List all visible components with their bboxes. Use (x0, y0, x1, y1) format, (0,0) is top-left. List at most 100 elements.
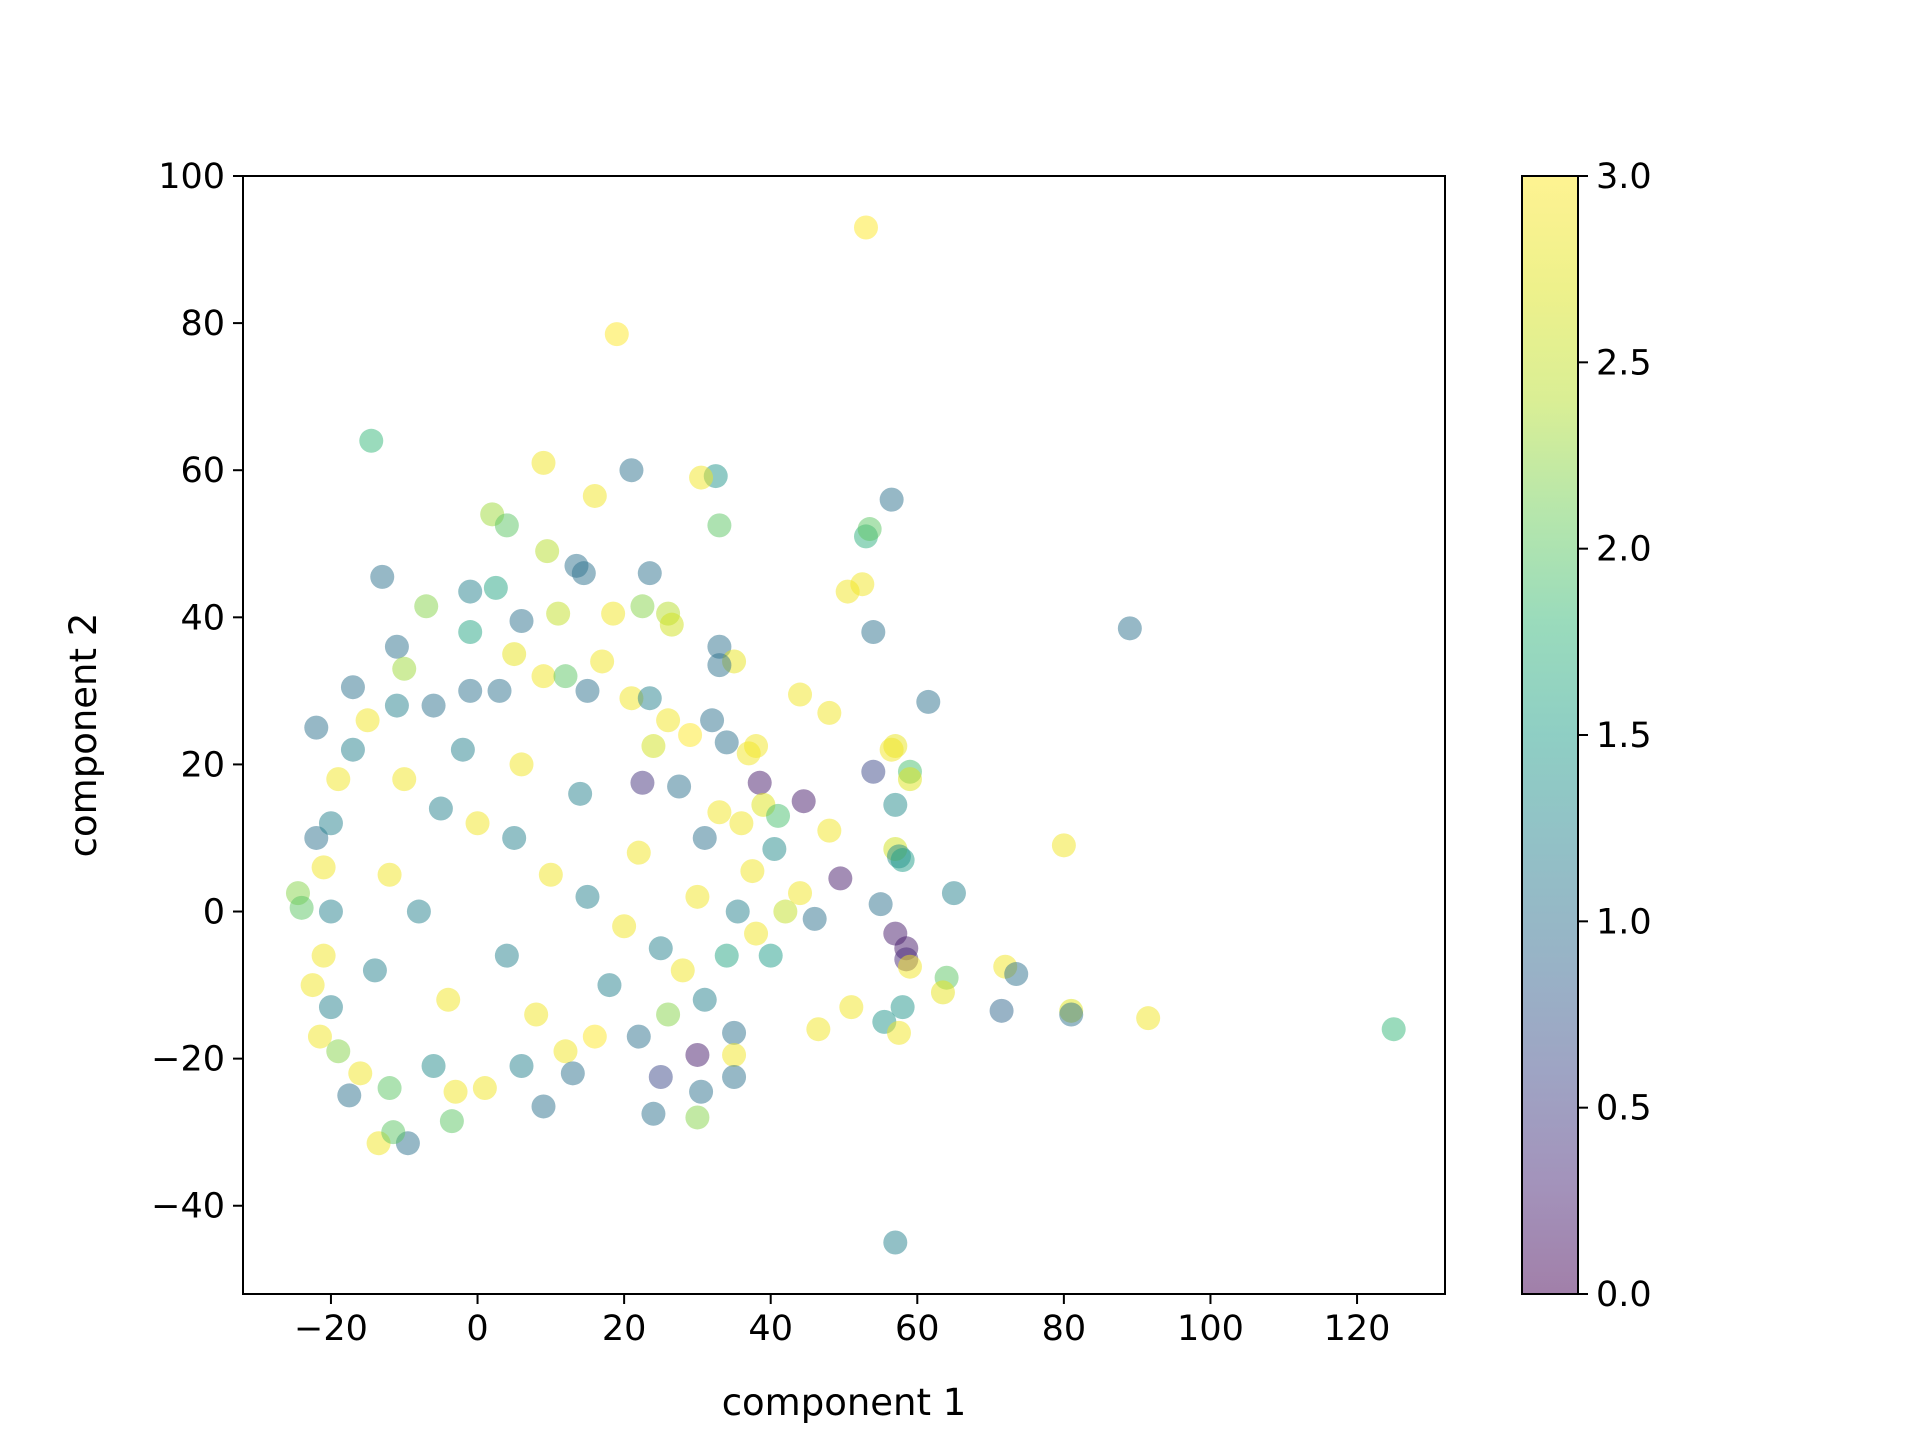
scatter-point (560, 1061, 585, 1086)
scatter-point (494, 943, 519, 968)
scatter-point (568, 781, 593, 806)
scatter-point (648, 1065, 673, 1090)
scatter-point (861, 759, 886, 784)
scatter-point (707, 513, 732, 538)
scatter-point (362, 958, 387, 983)
scatter-point (879, 487, 904, 512)
scatter-point (436, 987, 461, 1012)
scatter-point (941, 881, 966, 906)
scatter-point (326, 767, 351, 792)
colorbar-tick-label: 2.5 (1596, 343, 1652, 383)
scatter-point (553, 1039, 578, 1064)
scatter-point (414, 594, 439, 619)
scatter-point (509, 608, 534, 633)
scatter-point (502, 642, 527, 667)
scatter-point (989, 998, 1014, 1023)
scatter-point (689, 465, 714, 490)
scatter-point (729, 811, 754, 836)
scatter-point (722, 1042, 747, 1067)
scatter-point (868, 892, 893, 917)
scatter-point (531, 1094, 556, 1119)
y-tick-label: 80 (180, 304, 225, 344)
scatter-point (531, 450, 556, 475)
scatter-point (421, 693, 446, 718)
scatter-point (546, 601, 571, 626)
scatter-point (392, 767, 417, 792)
scatter-point (483, 575, 508, 600)
colorbar-tick-label: 0.5 (1596, 1089, 1652, 1129)
scatter-point (370, 564, 395, 589)
colorbar-tick-label: 2.0 (1596, 530, 1652, 570)
scatter-point (714, 730, 739, 755)
scatter-point (916, 689, 941, 714)
scatter-point (590, 649, 615, 674)
x-tick-label: 120 (1324, 1309, 1391, 1349)
y-tick-label: 60 (180, 451, 225, 491)
scatter-point (582, 483, 607, 508)
scatter-point (886, 1020, 911, 1045)
scatter-point (359, 428, 384, 453)
scatter-point (883, 792, 908, 817)
scatter-point (377, 862, 402, 887)
scatter-point (707, 800, 732, 825)
scatter-point (740, 859, 765, 884)
scatter-point (535, 539, 560, 564)
scatter-point (553, 664, 578, 689)
scatter-point (509, 752, 534, 777)
scatter-point (326, 1039, 351, 1064)
scatter-point (857, 517, 882, 542)
scatter-point (630, 770, 655, 795)
scatter-point (930, 980, 955, 1005)
scatter-point (722, 1020, 747, 1045)
y-tick-label: 20 (180, 745, 225, 785)
x-tick-label: 0 (466, 1309, 488, 1349)
scatter-point (619, 458, 644, 483)
scatter-point (304, 715, 329, 740)
scatter-point (384, 693, 409, 718)
scatter-point (318, 899, 343, 924)
colorbar-tick-label: 1.5 (1596, 716, 1652, 756)
scatter-point (381, 1120, 406, 1145)
scatter-point (707, 634, 732, 659)
scatter-point (289, 895, 314, 920)
scatter-point (722, 1065, 747, 1090)
x-tick-label: −20 (294, 1309, 368, 1349)
scatter-point (304, 825, 329, 850)
scatter-point (667, 774, 692, 799)
y-tick-label: 40 (180, 598, 225, 638)
scatter-point (714, 943, 739, 968)
scatter-point (626, 840, 651, 865)
scatter-point (637, 561, 662, 586)
scatter-point (1136, 1006, 1161, 1031)
scatter-point (850, 572, 875, 597)
scatter-point (890, 848, 915, 873)
x-axis-label: component 1 (722, 1381, 967, 1424)
scatter-point (355, 708, 380, 733)
y-tick-label: 0 (203, 893, 225, 933)
scatter-point (766, 803, 791, 828)
scatter-point (458, 678, 483, 703)
scatter-point (817, 700, 842, 725)
y-tick-label: 100 (158, 157, 225, 197)
scatter-point (300, 973, 325, 998)
x-tick-label: 20 (602, 1309, 647, 1349)
scatter-point (406, 899, 431, 924)
scatter-point (890, 995, 915, 1020)
scatter-point (443, 1079, 468, 1104)
scatter-point (853, 215, 878, 240)
scatter-point (656, 1002, 681, 1027)
scatter-point (725, 899, 750, 924)
scatter-point (348, 1061, 373, 1086)
scatter-point (689, 1079, 714, 1104)
scatter-point (450, 737, 475, 762)
scatter-point (747, 770, 772, 795)
scatter-point (458, 620, 483, 645)
scatter-point (692, 987, 717, 1012)
scatter-point (788, 881, 813, 906)
scatter-point (439, 1109, 464, 1134)
colorbar-tick-label: 1.0 (1596, 902, 1652, 942)
scatter-point (879, 737, 904, 762)
scatter-point (736, 741, 761, 766)
scatter-point (1004, 962, 1029, 987)
scatter-point (384, 634, 409, 659)
